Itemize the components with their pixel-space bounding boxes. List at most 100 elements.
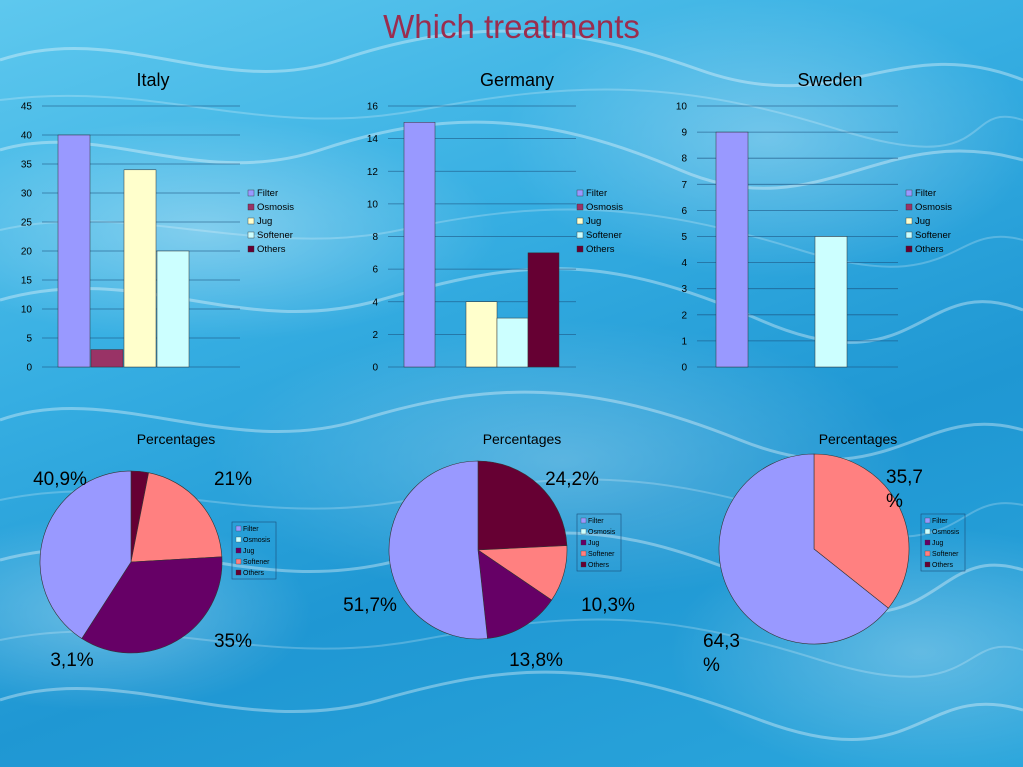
pie-slice-jug	[81, 556, 223, 654]
pie-slice-others	[477, 460, 568, 551]
legend-label: Jug	[915, 216, 930, 227]
legend-swatch	[924, 550, 931, 557]
legend-swatch	[905, 245, 913, 253]
y-tick-label: 15	[21, 276, 33, 287]
data-label: 51,7%	[343, 595, 397, 616]
legend-swatch	[576, 203, 584, 211]
legend-swatch	[924, 517, 931, 524]
y-tick-label: 2	[681, 310, 687, 321]
data-label: 13,8%	[509, 650, 563, 671]
y-tick-label: 4	[372, 297, 378, 308]
legend-label: Filter	[243, 526, 259, 533]
y-tick-label: 0	[681, 363, 687, 374]
legend-swatch	[247, 203, 255, 211]
legend-swatch	[235, 547, 242, 554]
bar-filter	[715, 131, 749, 368]
pie-slice-filter	[718, 453, 889, 645]
pie-slice-softener	[130, 472, 223, 563]
slide-title: Which treatments	[383, 8, 640, 45]
y-tick-label: 7	[681, 180, 687, 191]
y-tick-label: 20	[21, 247, 33, 258]
bar-others	[527, 252, 560, 368]
legend-swatch	[580, 539, 587, 546]
legend-label: Filter	[915, 188, 936, 199]
legend-label: Jug	[586, 216, 601, 227]
bar-softener	[156, 250, 190, 368]
y-tick-label: 0	[372, 363, 378, 374]
legend-swatch	[580, 550, 587, 557]
pie-legend: Filter Osmosis Jug Softener Others	[231, 521, 277, 580]
y-tick-label: 0	[26, 363, 32, 374]
legend-frame	[920, 513, 966, 572]
legend-label: Softener	[257, 230, 293, 241]
data-label: 64,3%	[703, 631, 740, 676]
legend-swatch	[924, 539, 931, 546]
y-tick-label: 10	[367, 199, 379, 210]
chart-title: Percentages	[819, 431, 898, 447]
data-label: 3,1%	[50, 650, 93, 671]
y-tick-label: 25	[21, 218, 33, 229]
legend-swatch	[905, 203, 913, 211]
legend-label: Osmosis	[588, 529, 616, 536]
legend-swatch	[576, 245, 584, 253]
data-label: 35,7%	[886, 467, 923, 512]
legend-label: Jug	[932, 540, 943, 547]
legend-label: Filter	[586, 188, 607, 199]
bar-chart-germany: Germany 0 2 4 6 8 10 12 14 16 Filter Osmosis Jug Soft…	[367, 70, 623, 374]
y-tick-label: 12	[367, 167, 379, 178]
y-tick-label: 9	[681, 128, 687, 139]
legend-label: Softener	[243, 559, 270, 566]
legend-swatch	[576, 189, 584, 197]
data-label: 21%	[214, 469, 252, 490]
y-tick-label: 35	[21, 160, 33, 171]
y-tick-label: 6	[372, 265, 378, 276]
pie-slice-softener	[813, 453, 910, 609]
chart-title: Percentages	[483, 431, 562, 447]
pie-slice-filter	[388, 460, 488, 640]
legend-label: Others	[588, 562, 610, 569]
bar-chart-italy: Italy 0 5 10 15 20 25 30 35 40 45 Filter Osmosis Jug S…	[21, 70, 294, 374]
legend-label: Filter	[257, 188, 278, 199]
legend-label: Others	[257, 244, 286, 255]
legend-swatch	[580, 528, 587, 535]
chart-title: Germany	[480, 70, 554, 90]
y-tick-label: 5	[681, 232, 687, 243]
y-tick-label: 8	[372, 232, 378, 243]
legend-swatch	[247, 231, 255, 239]
legend-frame	[231, 521, 277, 580]
legend-label: Jug	[588, 540, 599, 547]
bar-osmosis	[90, 349, 124, 368]
legend-swatch	[235, 525, 242, 532]
y-tick-label: 4	[681, 258, 687, 269]
legend-label: Jug	[243, 548, 254, 555]
bar-jug	[465, 301, 498, 368]
legend-label: Others	[932, 562, 954, 569]
legend-swatch	[924, 561, 931, 568]
y-tick-label: 16	[367, 102, 379, 113]
y-tick-label: 1	[681, 336, 687, 347]
legend-swatch	[905, 217, 913, 225]
legend-label: Filter	[932, 518, 948, 525]
bar-softener	[496, 317, 529, 368]
pie-legend: Filter Osmosis Jug Softener Others	[576, 513, 622, 572]
legend-label: Osmosis	[932, 529, 960, 536]
legend-swatch	[235, 536, 242, 543]
legend-swatch	[247, 245, 255, 253]
legend-label: Osmosis	[257, 202, 294, 213]
legend-swatch	[905, 189, 913, 197]
bar-jug	[123, 169, 157, 368]
legend-label: Jug	[257, 216, 272, 227]
y-tick-label: 3	[681, 284, 687, 295]
legend-frame	[576, 513, 622, 572]
data-label: 10,3%	[581, 595, 635, 616]
legend-swatch	[924, 528, 931, 535]
data-label: 24,2%	[545, 469, 599, 490]
bar-filter	[57, 134, 91, 368]
chart-title: Italy	[136, 70, 169, 90]
legend-label: Softener	[586, 230, 622, 241]
pie-legend: Filter Osmosis Jug Softener Others	[920, 513, 966, 572]
pie-chart-1: Percentages 3,1% 21% 35% 40,9% Filter Osmosis J…	[33, 431, 277, 671]
legend-label: Softener	[588, 551, 615, 558]
bar-filter	[403, 122, 436, 368]
